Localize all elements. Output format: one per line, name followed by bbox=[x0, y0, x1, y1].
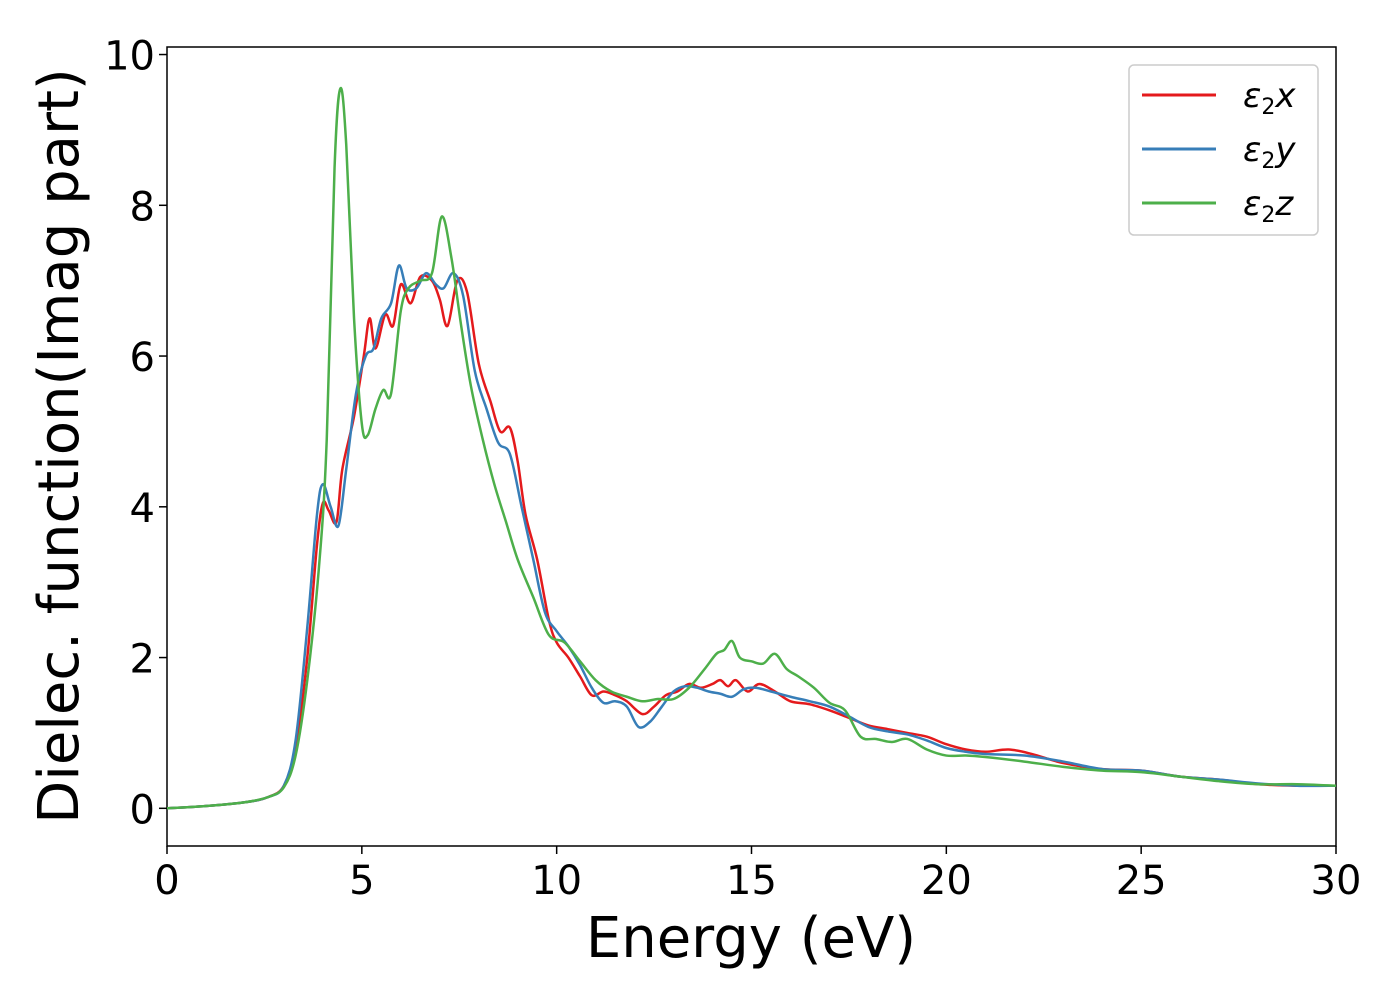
series-group bbox=[167, 86, 1336, 810]
y-tick-label: 6 bbox=[130, 335, 155, 381]
legend-box bbox=[1128, 64, 1319, 236]
x-tick-label: 30 bbox=[1311, 858, 1362, 904]
legend-label-y: ε2y bbox=[1243, 130, 1296, 174]
legend-label-x: ε2x bbox=[1243, 76, 1296, 120]
x-tick-label: 15 bbox=[726, 858, 777, 904]
x-axis-label: Energy (eV) bbox=[586, 906, 916, 971]
series-line-x bbox=[167, 274, 1336, 810]
x-tick-label: 20 bbox=[921, 858, 972, 904]
y-tick-label: 10 bbox=[104, 34, 155, 80]
y-tick-label: 2 bbox=[130, 637, 155, 683]
y-axis: 0 2 4 6 8 10 bbox=[104, 34, 167, 833]
y-axis-label: Dielec. function(Imag part) bbox=[27, 68, 92, 824]
series-line-y bbox=[167, 264, 1336, 810]
x-tick-label: 10 bbox=[531, 858, 582, 904]
y-tick-label: 4 bbox=[130, 486, 155, 532]
x-tick-label: 25 bbox=[1116, 858, 1167, 904]
y-tick-label: 8 bbox=[130, 184, 155, 230]
series-line-z bbox=[167, 86, 1336, 810]
x-tick-label: 5 bbox=[349, 858, 374, 904]
x-tick-label: 0 bbox=[154, 858, 179, 904]
x-axis: 0 5 10 15 20 25 30 bbox=[154, 846, 1361, 904]
legend: ε2x ε2y ε2z bbox=[1128, 64, 1319, 236]
y-tick-label: 0 bbox=[130, 787, 155, 833]
legend-label-z: ε2z bbox=[1243, 184, 1294, 228]
